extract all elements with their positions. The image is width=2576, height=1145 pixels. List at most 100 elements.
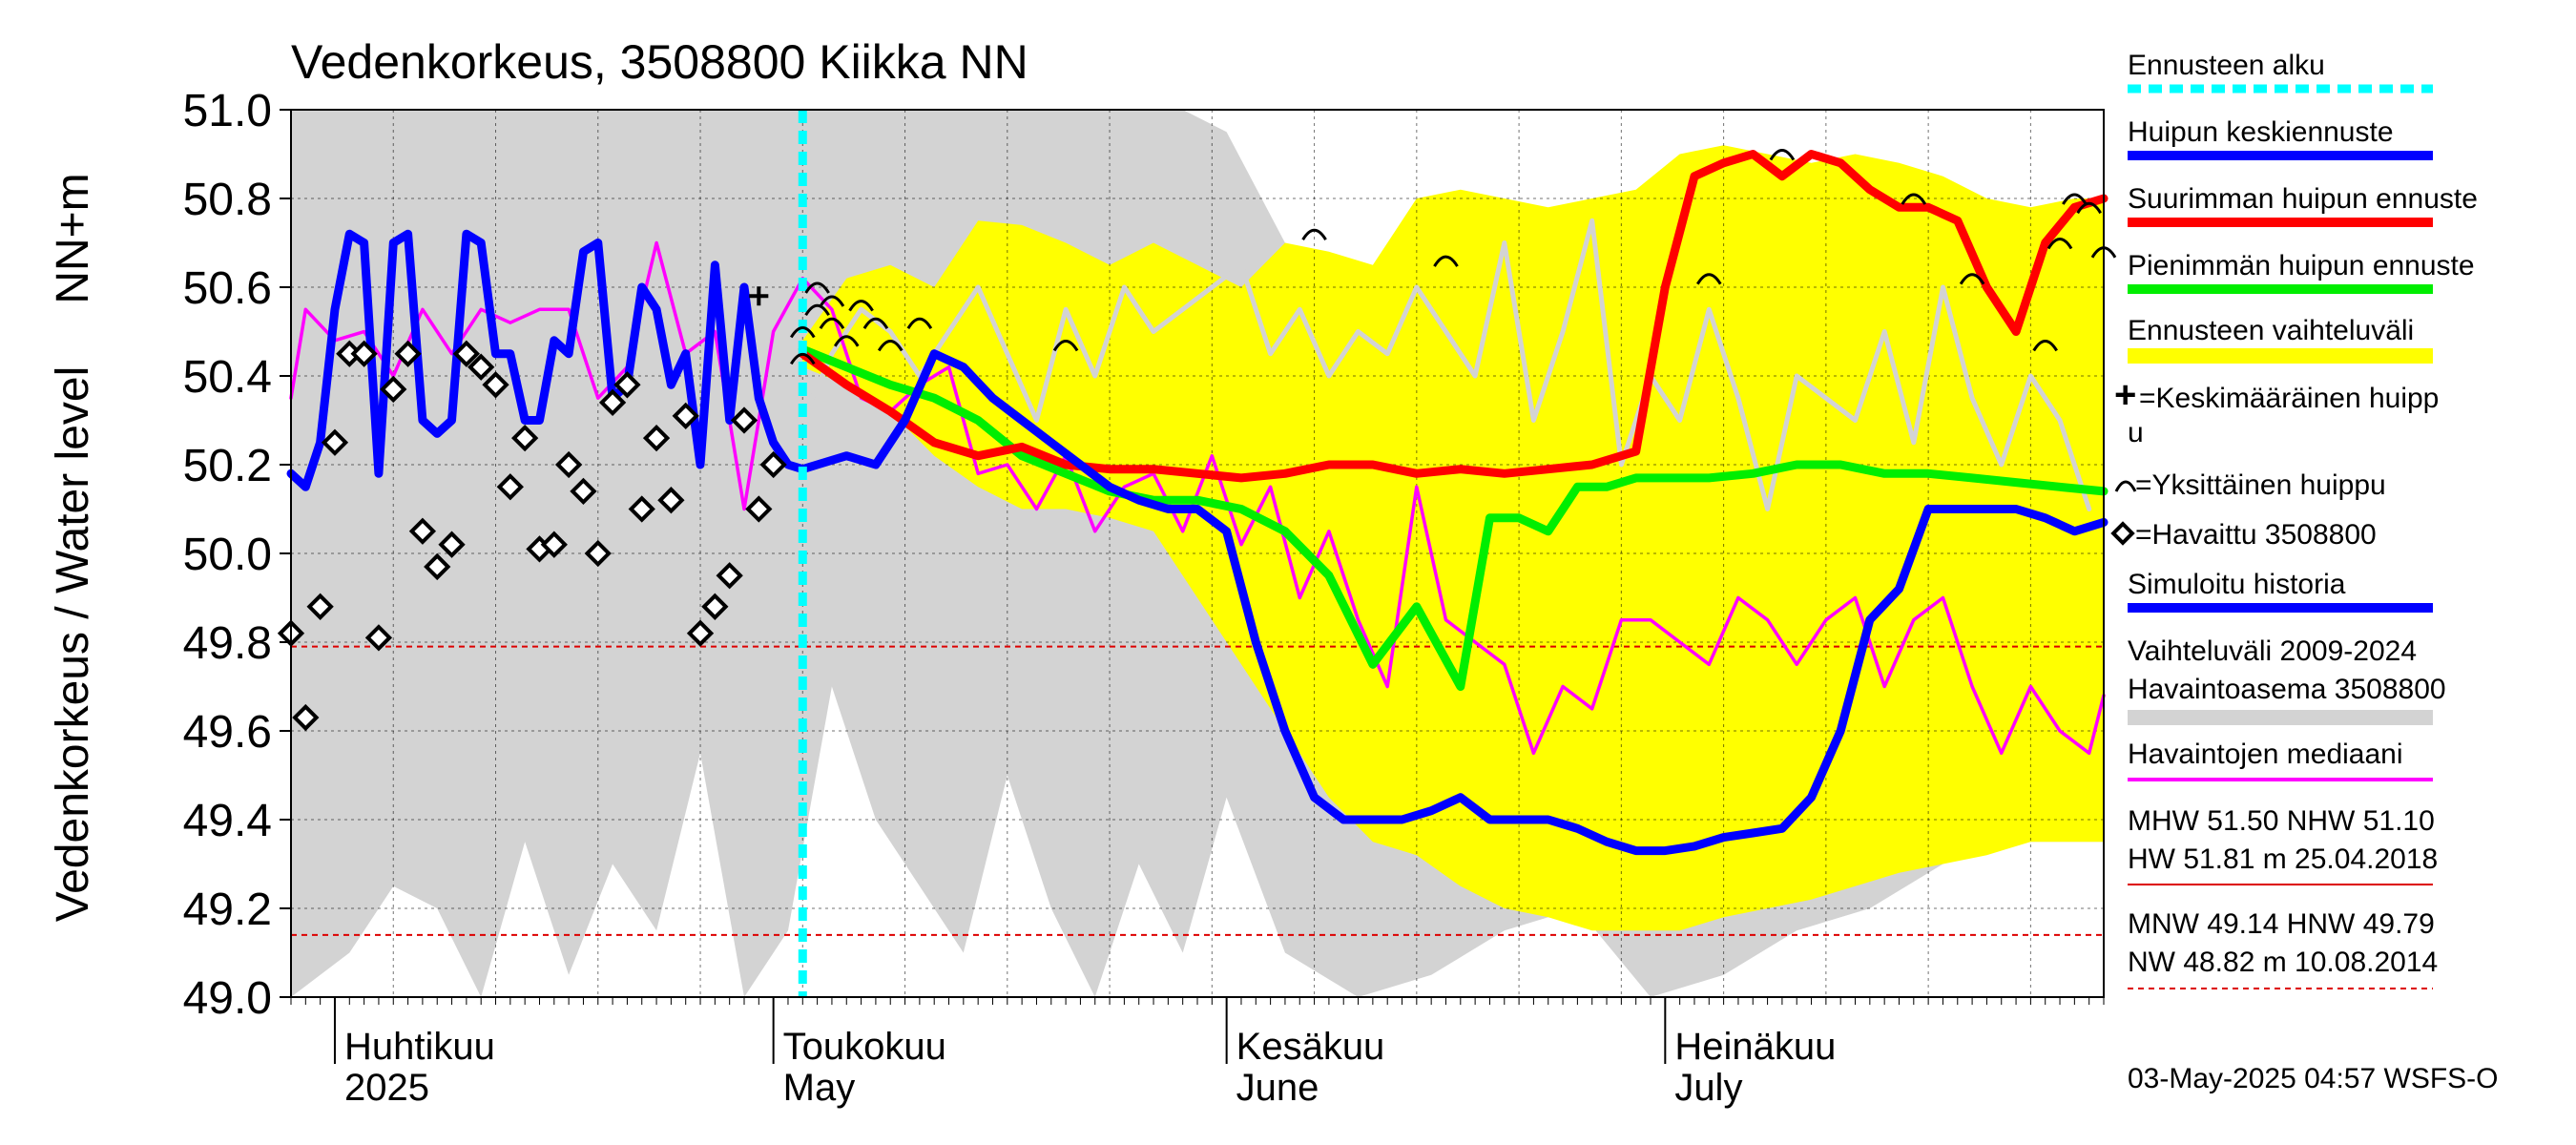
single-peak-marker — [1433, 255, 1459, 267]
forecast-range-band — [802, 145, 2104, 931]
observed-point — [424, 552, 451, 581]
markers — [277, 149, 2117, 732]
observed-point — [380, 375, 407, 404]
observed-point — [394, 340, 422, 367]
observed-point — [657, 487, 685, 514]
single-peak-marker — [804, 303, 830, 317]
observed-point — [570, 477, 597, 506]
legend-forecast-range-label: Ennusteen vaihteluväli — [2128, 315, 2414, 346]
month-label-en: 2025 — [344, 1067, 429, 1109]
observed-point — [496, 473, 524, 501]
observed-point — [408, 517, 437, 545]
single-peak-marker — [833, 335, 860, 347]
legend-single-peak-icon — [2114, 480, 2137, 492]
month-label-en: May — [783, 1067, 856, 1109]
observed-point — [628, 495, 655, 523]
single-peak-marker — [1959, 273, 1985, 285]
single-peak-marker — [790, 352, 816, 365]
legend-simulated-label: Simuloitu historia — [2128, 569, 2346, 600]
observed-point — [672, 402, 699, 429]
series-line-min-peak — [798, 344, 2109, 691]
y-tick-label: 49.0 — [183, 973, 272, 1024]
y-tick-label: 49.8 — [183, 618, 272, 669]
single-peak-marker — [1696, 273, 1722, 285]
history-median-grey-line — [800, 218, 2092, 511]
observed-point — [716, 562, 743, 590]
forecast-range-area — [802, 145, 2104, 931]
y-axis-ticks: 49.0 49.2 49.4 49.6 49.8 50.0 50.2 50.4 50.6 50.8… — [183, 86, 291, 1024]
y-tick-label: 50.6 — [183, 263, 272, 314]
observed-point — [467, 353, 495, 381]
history-median-line — [800, 218, 2092, 511]
single-peak-marker — [1769, 149, 1796, 161]
observed-point — [321, 428, 349, 456]
single-peak-marker — [804, 281, 830, 294]
legend-median-label: Havaintojen mediaani — [2128, 739, 2403, 770]
y-tick-label: 51.0 — [183, 86, 272, 136]
single-peak-marker — [1901, 193, 1927, 205]
y-tick-label: 50.8 — [183, 175, 272, 225]
legend: Ennusteen alku Huipun keskiennuste Suuri… — [2110, 50, 2478, 989]
reference-lines — [291, 645, 2104, 936]
month-label-en: June — [1236, 1067, 1319, 1109]
observed-point — [350, 340, 378, 367]
single-peak-marker — [862, 317, 889, 330]
observed-point — [598, 388, 627, 417]
observed-point — [438, 531, 466, 558]
month-label: Huhtikuu — [344, 1026, 495, 1068]
month-label: Heinäkuu — [1674, 1026, 1836, 1068]
single-peak-marker — [819, 295, 845, 307]
single-peak-marker — [819, 317, 845, 330]
series-lines — [286, 150, 2109, 856]
single-peak-marker — [2062, 193, 2088, 205]
observed-point — [554, 450, 583, 479]
legend-avg-peak-icon: + — [2114, 374, 2136, 416]
single-peak-marker — [2032, 339, 2058, 352]
observed-point — [364, 624, 393, 652]
legend-range-label-cont: Havaintoasema 3508800 — [2128, 674, 2446, 705]
month-label: Kesäkuu — [1236, 1026, 1385, 1068]
series-line-median — [289, 240, 2106, 756]
legend-avg-peak-label: =Keskimääräinen huipp — [2139, 383, 2439, 414]
stats-high-line2: HW 51.81 m 25.04.2018 — [2128, 843, 2438, 875]
observed-point — [613, 371, 641, 399]
legend-mean-peak-label: Huipun keskiennuste — [2128, 116, 2394, 148]
y-tick-label: 50.0 — [183, 530, 272, 580]
avg-peak-marker — [749, 286, 769, 306]
y-axis-unit-label: NN+m — [48, 173, 98, 303]
y-tick-label: 50.4 — [183, 352, 272, 403]
series-line-max-peak — [798, 150, 2109, 483]
legend-max-peak-label: Suurimman huipun ennuste — [2128, 183, 2478, 215]
observed-point — [482, 371, 509, 399]
series-line-simulated — [286, 229, 2109, 856]
single-peak-marker — [906, 317, 933, 330]
observed-point — [686, 619, 715, 647]
single-peak-marker — [790, 326, 816, 339]
observed-point — [452, 340, 481, 367]
observed-point — [730, 406, 758, 434]
stats-low-line2: NW 48.82 m 10.08.2014 — [2128, 947, 2438, 978]
observed-point — [759, 450, 787, 479]
legend-single-peak-label: =Yksittäinen huippu — [2135, 469, 2386, 501]
y-tick-label: 49.2 — [183, 885, 272, 935]
month-label: Toukokuu — [783, 1026, 946, 1068]
stats-high-line1: MHW 51.50 NHW 51.10 — [2128, 805, 2435, 837]
single-peak-marker — [2046, 238, 2073, 250]
observed-point — [336, 340, 364, 367]
legend-min-peak-label: Pienimmän huipun ennuste — [2128, 250, 2475, 281]
month-label-en: July — [1674, 1067, 1742, 1109]
y-axis-label: Vedenkorkeus / Water level — [48, 366, 98, 923]
observed-point — [701, 593, 729, 620]
legend-avg-peak-label-cont: u — [2128, 417, 2144, 448]
y-tick-label: 49.4 — [183, 796, 272, 846]
y-tick-label: 50.2 — [183, 441, 272, 491]
legend-range-label: Vaihteluväli 2009-2024 — [2128, 635, 2417, 667]
single-peak-marker — [877, 339, 904, 352]
y-tick-label: 49.6 — [183, 707, 272, 758]
chart-title: Vedenkorkeus, 3508800 Kiikka NN — [291, 35, 1028, 89]
legend-observed-icon — [2110, 521, 2135, 546]
footer-timestamp: 03-May-2025 04:57 WSFS-O — [2128, 1063, 2499, 1094]
plot-area — [277, 109, 2117, 998]
